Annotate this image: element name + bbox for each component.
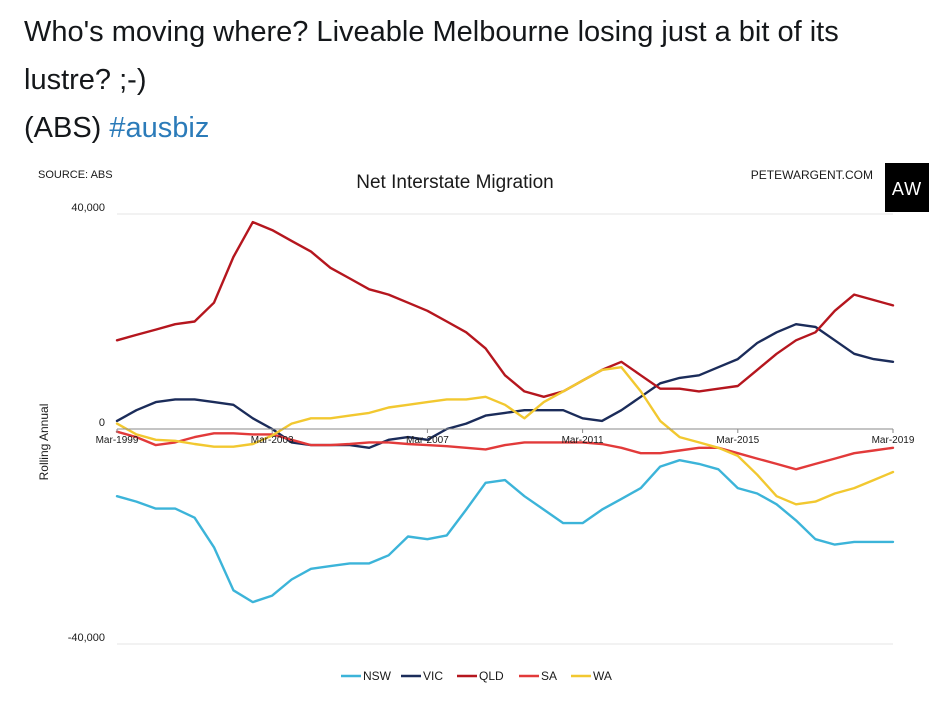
y-tick-label-0: 40,000 <box>71 202 105 214</box>
chart-brand: PETEWARGENT.COM <box>751 168 873 182</box>
tweet-source: (ABS) <box>24 112 110 144</box>
chart-image: 40,000 0 -40,000 Mar-1999 Mar-2003 Mar-2007 Ma… <box>0 150 946 706</box>
x-tick-label-3: Mar-2011 <box>562 435 604 446</box>
series-line-qld <box>115 220 895 399</box>
x-tick-label-1: Mar-2003 <box>251 435 294 446</box>
net-interstate-migration-chart: 40,000 0 -40,000 Mar-1999 Mar-2003 Mar-2007 Ma… <box>0 150 946 706</box>
tweet-text: Who's moving where? Liveable Melbourne l… <box>24 8 934 152</box>
x-tick-label-4: Mar-2015 <box>716 435 759 446</box>
tweet-line-1: Who's moving where? Liveable Melbourne l… <box>24 16 839 48</box>
hashtag-link[interactable]: #ausbiz <box>109 112 210 144</box>
legend-label-wa: WA <box>593 669 612 683</box>
series-line-wa <box>115 365 895 506</box>
gridlines <box>117 213 893 645</box>
series-line-sa <box>115 430 895 471</box>
legend-label-vic: VIC <box>423 669 443 683</box>
tweet-line-2: lustre? ;-) <box>24 64 147 96</box>
y-tick-label-2: -40,000 <box>68 632 105 644</box>
x-tick-label-2: Mar-2007 <box>406 435 449 446</box>
legend-label-nsw: NSW <box>363 669 392 683</box>
axes: 40,000 0 -40,000 Mar-1999 Mar-2003 Mar-2007 Ma… <box>68 202 915 644</box>
y-tick-label-1: 0 <box>99 417 105 429</box>
x-tick-label-0: Mar-1999 <box>96 435 139 446</box>
y-axis-label: Rolling Annual <box>37 404 51 481</box>
legend-label-qld: QLD <box>479 669 504 683</box>
brand-logo-text: AW <box>892 179 922 199</box>
series-line-vic <box>115 322 895 449</box>
x-tick-label-5: Mar-2019 <box>872 435 915 446</box>
legend-label-sa: SA <box>541 669 557 683</box>
chart-background <box>0 150 946 706</box>
legend: NSW VIC QLD SA WA <box>341 669 612 683</box>
brand-logo <box>885 163 929 212</box>
series-line-nsw <box>115 459 895 604</box>
chart-title: Net Interstate Migration <box>356 172 553 193</box>
chart-source: SOURCE: ABS <box>38 169 113 181</box>
tweet-line-3: (ABS) #ausbiz <box>24 104 934 152</box>
series-lines <box>115 220 895 604</box>
